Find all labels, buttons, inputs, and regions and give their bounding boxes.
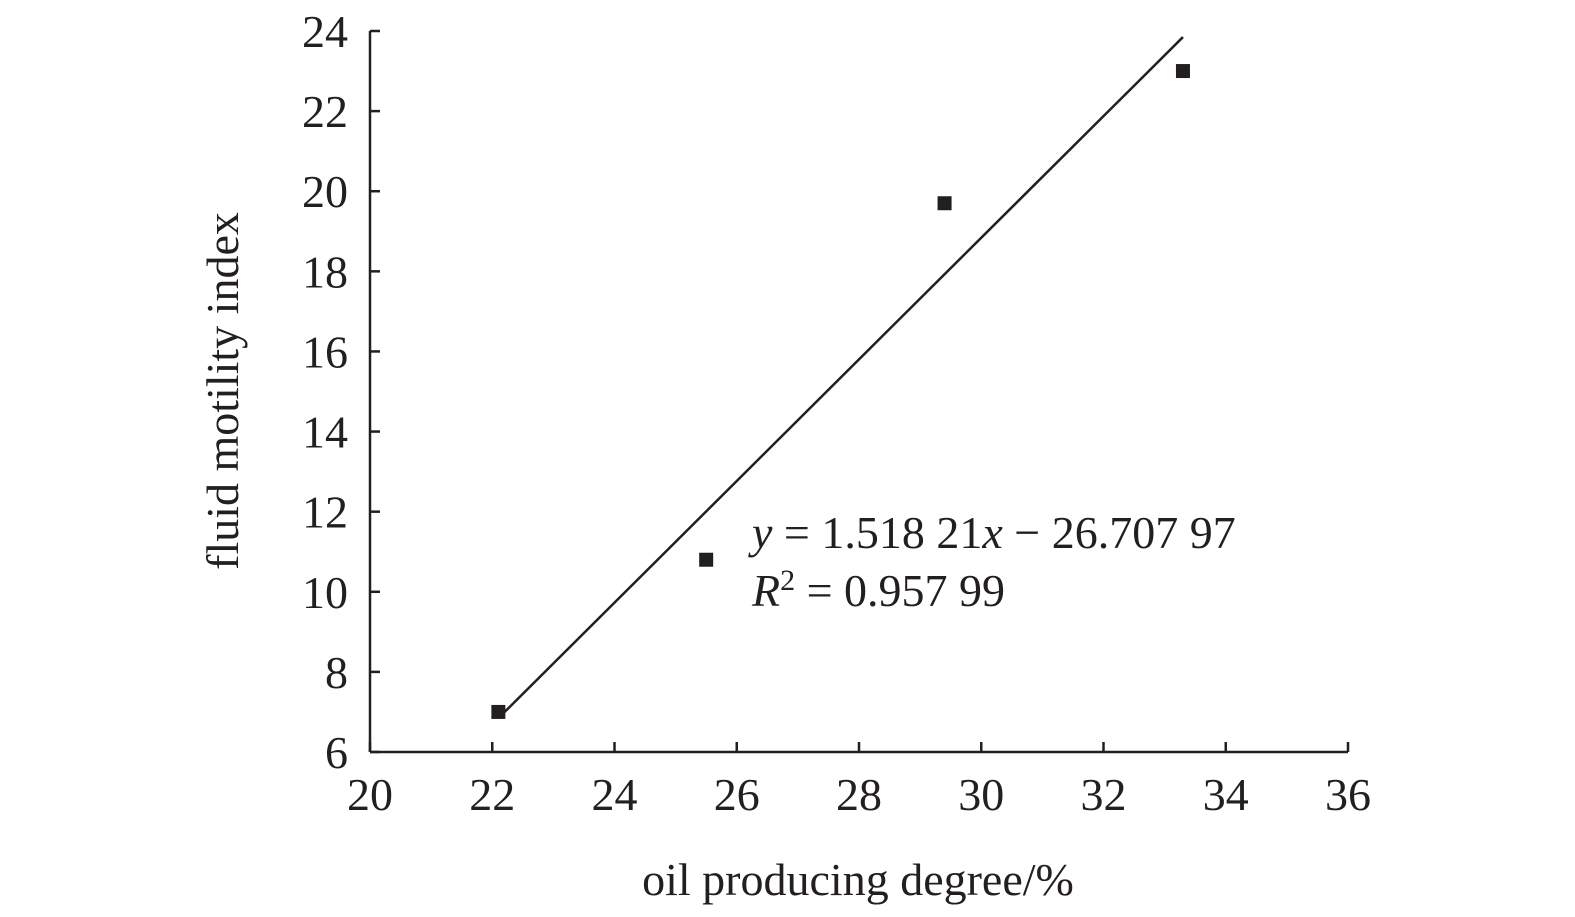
regression-equation: y = 1.518 21x − 26.707 97 bbox=[748, 507, 1236, 558]
equation-x-var: x bbox=[981, 507, 1003, 558]
x-tick-label-26: 26 bbox=[714, 769, 760, 820]
y-tick-label-12: 12 bbox=[302, 487, 348, 538]
trendline bbox=[497, 36, 1184, 720]
y-tick-label-10: 10 bbox=[302, 567, 348, 618]
y-tick-label-22: 22 bbox=[302, 86, 348, 137]
x-tick-label-24: 24 bbox=[592, 769, 638, 820]
y-ticks: 6 8 10 12 14 16 18 20 22 24 bbox=[302, 6, 380, 778]
axes bbox=[368, 31, 1348, 754]
x-tick-label-20: 20 bbox=[347, 769, 393, 820]
y-axis-title: fluid motility index bbox=[197, 212, 248, 570]
y-tick-label-18: 18 bbox=[302, 246, 348, 297]
r2-var: R bbox=[751, 565, 780, 616]
x-tick-label-28: 28 bbox=[836, 769, 882, 820]
y-tick-label-20: 20 bbox=[302, 166, 348, 217]
x-axis-title: oil producing degree/% bbox=[642, 854, 1074, 905]
x-tick-label-34: 34 bbox=[1203, 769, 1249, 820]
data-point-3 bbox=[937, 196, 952, 211]
y-tick-label-8: 8 bbox=[325, 647, 348, 698]
equation-slope: = 1.518 21 bbox=[772, 507, 982, 558]
x-tick-label-36: 36 bbox=[1325, 769, 1371, 820]
data-point-2 bbox=[699, 552, 714, 567]
y-tick-label-6: 6 bbox=[325, 727, 348, 778]
x-ticks: 20 22 24 26 28 30 32 34 36 bbox=[347, 742, 1371, 820]
r-squared-label: R2 = 0.957 99 bbox=[751, 564, 1005, 616]
equation-y-var: y bbox=[748, 507, 773, 558]
data-point-1 bbox=[491, 704, 506, 719]
y-tick-label-16: 16 bbox=[302, 326, 348, 377]
data-point-4 bbox=[1175, 64, 1190, 79]
x-tick-label-22: 22 bbox=[469, 769, 515, 820]
r2-value: = 0.957 99 bbox=[795, 565, 1005, 616]
r2-superscript: 2 bbox=[780, 564, 795, 597]
y-tick-label-14: 14 bbox=[302, 407, 348, 458]
equation-intercept: − 26.707 97 bbox=[1003, 507, 1236, 558]
x-tick-label-32: 32 bbox=[1081, 769, 1127, 820]
y-tick-label-24: 24 bbox=[302, 6, 348, 57]
x-tick-label-30: 30 bbox=[958, 769, 1004, 820]
data-points bbox=[491, 64, 1190, 719]
